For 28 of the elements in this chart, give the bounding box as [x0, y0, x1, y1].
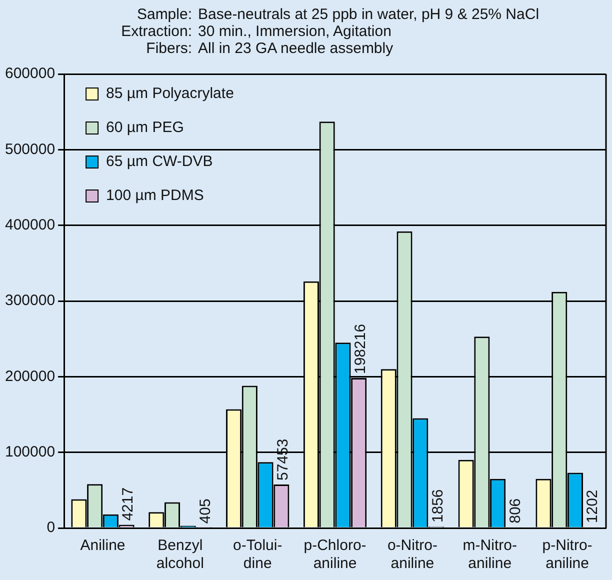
x-tick-label: p-Chloro- aniline [304, 537, 366, 572]
x-tick-label: p-Nitro- aniline [542, 537, 592, 572]
x-tick-label: Benzyl alcohol [156, 537, 204, 572]
text: Extraction: 30 min., Immersion, Agitation [120, 23, 392, 40]
y-tick-label: 200000 [4, 368, 56, 385]
x-tick-label: o-Nitro- aniline [387, 537, 438, 572]
legend-label: 60 µm PEG [106, 119, 184, 136]
text: Sample: Base-neutrals at 25 ppb in water, pH 9 & 25% NaCl [136, 6, 540, 23]
data-label: 1202 [584, 490, 602, 524]
y-tick-label: 0 [46, 519, 56, 536]
data-label: 57453 [274, 438, 292, 481]
data-label: 806 [506, 498, 524, 524]
y-tick-label: 600000 [4, 65, 56, 82]
x-tick-label: m-Nitro- aniline [462, 537, 517, 572]
x-tick-label: o-Tolui- dine [233, 537, 282, 572]
y-tick-label: 500000 [4, 140, 56, 158]
legend-label: 65 µm CW-DVB [106, 153, 213, 170]
y-tick-label: 300000 [4, 292, 56, 310]
data-label: 4217 [120, 487, 137, 521]
y-tick-label: 400000 [4, 216, 56, 234]
data-label: 198216 [352, 324, 369, 374]
data-label: 1856 [429, 489, 446, 523]
legend-label: 85 µm Polyacrylate [106, 85, 234, 102]
data-label: 405 [197, 498, 214, 524]
text: Fibers: All in 23 GA needle assembly [145, 40, 394, 57]
x-tick-label: Aniline [80, 537, 126, 554]
y-tick-label: 100000 [4, 443, 56, 460]
legend-label: 100 µm PDMS [106, 187, 204, 204]
